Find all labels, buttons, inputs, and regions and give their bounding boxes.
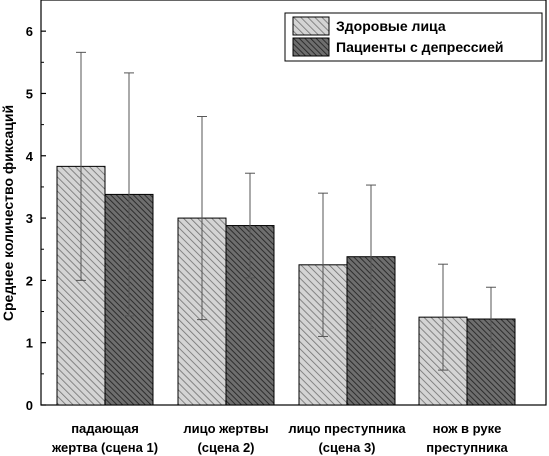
legend-label-depression: Пациенты с депрессией [336, 39, 504, 55]
x-category-label: падающая [71, 421, 139, 436]
x-category-label: (сцена 3) [318, 440, 375, 455]
legend: Здоровые лица Пациенты с депрессией [284, 12, 543, 62]
y-axis-title: Среднее количество фиксаций [0, 105, 16, 321]
x-category-label: нож в руке [433, 421, 502, 436]
x-category-label: преступника [426, 440, 508, 455]
x-category-label: (сцена 2) [197, 440, 254, 455]
x-category-label: лицо преступника [288, 421, 406, 436]
legend-label-healthy: Здоровые лица [336, 18, 446, 34]
y-tick-label: 2 [26, 273, 33, 288]
x-category-label: лицо жертвы [183, 421, 268, 436]
y-axis: 0 1 2 3 4 5 6 [26, 24, 46, 413]
legend-item-healthy: Здоровые лица [292, 16, 446, 36]
x-category-label: жертва (сцена 1) [51, 440, 158, 455]
plot-frame [40, 0, 547, 406]
y-tick-label: 0 [26, 398, 33, 413]
y-tick-label: 6 [26, 24, 33, 39]
legend-swatch-depression [292, 37, 330, 57]
plot-area [40, 0, 547, 406]
y-tick-label: 4 [26, 149, 34, 164]
legend-swatch-healthy [292, 16, 330, 36]
y-tick-label: 5 [26, 86, 33, 101]
bars-layer [56, 165, 516, 406]
y-tick-label: 1 [26, 336, 33, 351]
y-tick-label: 3 [26, 211, 33, 226]
error-bars-layer [76, 51, 496, 371]
legend-item-depression: Пациенты с депрессией [292, 37, 504, 57]
x-axis: падающая жертва (сцена 1) лицо жертвы (сцен… [51, 400, 508, 455]
